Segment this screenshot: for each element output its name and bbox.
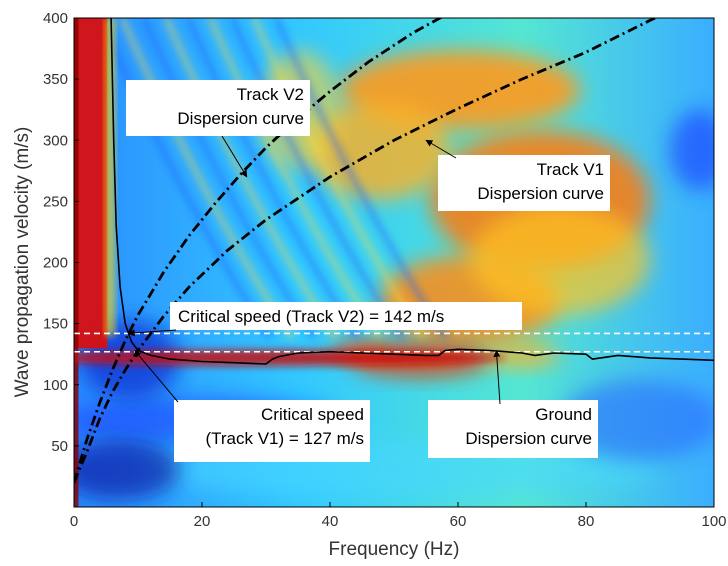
annotation-text: Ground xyxy=(535,405,592,424)
dispersion-curve-2 xyxy=(74,18,659,484)
heatmap-blob xyxy=(670,110,714,190)
annotation-v2: Track V2 Dispersion curve xyxy=(126,80,310,178)
annotation-text: Track V1 xyxy=(537,160,604,179)
heatmap-blob xyxy=(74,440,180,500)
x-axis-label: Frequency (Hz) xyxy=(329,539,460,560)
y-tick-label: 250 xyxy=(43,193,68,210)
heatmap-band xyxy=(106,18,114,336)
heatmap-stripe xyxy=(251,18,427,340)
annotation-arrow xyxy=(493,349,501,405)
annotations: Track V2 Dispersion curve Track V1 Dispersi… xyxy=(126,80,610,462)
x-tick-label: 100 xyxy=(701,513,726,530)
y-axis-label: Wave propagation velocity (m/s) xyxy=(12,127,33,398)
y-tick-label: 150 xyxy=(43,316,68,333)
annotation-arrow xyxy=(127,329,177,337)
y-tick-label: 200 xyxy=(43,255,68,272)
annotation-text: Critical speed (Track V2) = 142 m/s xyxy=(178,307,444,326)
heatmap-blob xyxy=(560,380,714,460)
heatmap-blob xyxy=(470,205,650,315)
series-layer xyxy=(74,18,714,484)
annotation-text: Track V2 xyxy=(237,85,304,104)
annotation-arrow xyxy=(134,349,179,403)
heatmap-band xyxy=(74,18,108,349)
annotation-box xyxy=(174,400,370,462)
annotation-text: Dispersion curve xyxy=(177,109,304,128)
annotation-v1: Track V1 Dispersion curve xyxy=(425,139,610,211)
annotation-text: (Track V1) = 127 m/s xyxy=(205,429,364,448)
annotation-text: Dispersion curve xyxy=(477,184,604,203)
annotation-crit1: Critical speed (Track V1) = 127 m/s xyxy=(134,349,370,462)
heatmap-stripe xyxy=(97,18,273,340)
y-tick-label: 50 xyxy=(51,438,68,455)
heatmap-stripe xyxy=(119,18,295,340)
x-tick-label: 40 xyxy=(322,513,339,530)
dispersion-curve-3 xyxy=(110,18,714,365)
heatmap-stripe xyxy=(207,18,383,340)
annotation-box xyxy=(170,302,522,330)
y-tick-label: 300 xyxy=(43,132,68,149)
y-tick-label: 400 xyxy=(43,10,68,27)
annotation-arrow xyxy=(221,135,248,178)
annotation-crit2: Critical speed (Track V2) = 142 m/s xyxy=(127,302,522,337)
y-tick-label: 350 xyxy=(43,71,68,88)
annotation-box xyxy=(126,80,310,136)
x-tick-label: 60 xyxy=(450,513,467,530)
heatmap-stripe xyxy=(163,18,339,340)
reference-lines xyxy=(74,332,714,353)
annotation-text: Dispersion curve xyxy=(465,429,592,448)
annotation-box xyxy=(428,400,598,458)
annotation-box xyxy=(438,155,610,211)
x-tick-label: 80 xyxy=(578,513,595,530)
heatmap-stripe xyxy=(141,18,317,340)
dispersion-curve-1 xyxy=(74,18,443,484)
axes: 0 20 40 60 80 100 50 100 150 200 250 300 350 400 xyxy=(43,10,727,530)
heatmap-blob xyxy=(310,100,450,200)
annotation-ground: Ground Dispersion curve xyxy=(428,349,598,458)
annotation-text: Critical speed xyxy=(261,405,364,424)
heatmap-blob xyxy=(480,343,560,367)
heatmap-stripe xyxy=(273,18,449,340)
heatmap-stripe xyxy=(185,18,361,340)
annotation-arrow xyxy=(425,139,457,159)
y-tick-label: 100 xyxy=(43,377,68,394)
x-tick-label: 20 xyxy=(194,513,211,530)
x-tick-label: 0 xyxy=(70,513,78,530)
